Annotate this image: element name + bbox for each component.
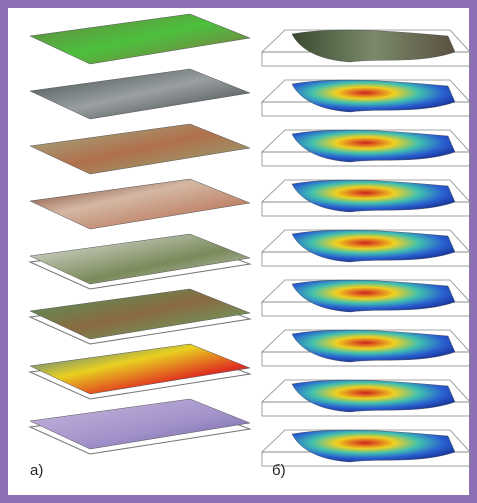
page: a) б) (() => { const data = JSON.parse(d… [0,0,477,503]
figure: a) б) [0,0,477,503]
panel-label: б) [272,462,286,479]
panel-label: a) [30,462,43,479]
